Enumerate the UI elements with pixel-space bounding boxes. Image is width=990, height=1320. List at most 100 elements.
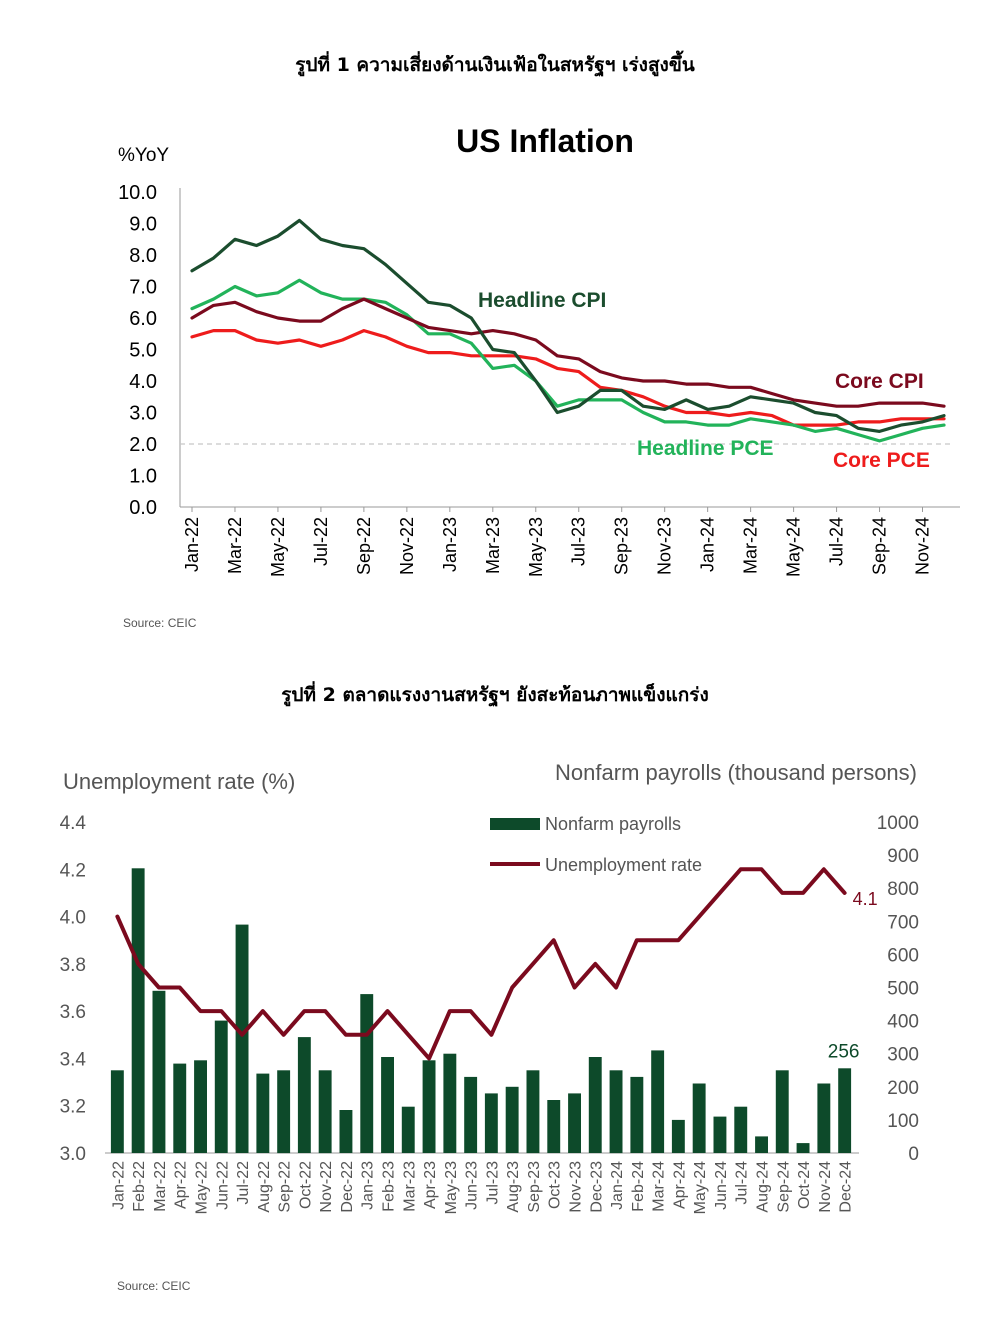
x-tick-label-feb-24: Feb-24 (630, 1161, 647, 1212)
x-tick-label-jun-24: Jun-24 (713, 1161, 730, 1210)
x-tick-label-dec-23: Dec-23 (588, 1161, 605, 1213)
payroll-bar-dec-23 (588, 1057, 602, 1153)
x-tick-label-jan-22: Jan-22 (182, 517, 202, 572)
x-tick-label-jan-24: Jan-24 (609, 1161, 626, 1210)
y-tick-label-3-0: 3.0 (129, 403, 157, 425)
payroll-bar-mar-22 (152, 990, 166, 1153)
legend-swatch-nonfarm-payrolls (490, 818, 540, 830)
payroll-bar-may-22 (194, 1060, 207, 1153)
x-tick-label-dec-24: Dec-24 (838, 1161, 855, 1213)
right-tick-label-200: 200 (887, 1078, 919, 1099)
payroll-bar-nov-23 (568, 1093, 581, 1153)
payroll-bar-jan-22 (110, 1070, 124, 1154)
payroll-bar-feb-24 (630, 1076, 644, 1153)
left-tick-label-3-8: 3.8 (60, 955, 86, 976)
payroll-bar-apr-22 (173, 1063, 187, 1153)
x-tick-label-sep-22: Sep-22 (277, 1161, 294, 1213)
legend-label-unemployment-rate: Unemployment rate (545, 855, 702, 875)
left-tick-label-3-6: 3.6 (60, 1002, 86, 1023)
annotation-payrolls-dec-24: 256 (828, 1041, 860, 1062)
x-tick-label-sep-24: Sep-24 (775, 1161, 792, 1213)
x-tick-label-may-23: May-23 (443, 1161, 460, 1214)
x-tick-label-dec-22: Dec-22 (339, 1161, 356, 1213)
y-tick-label-10-0: 10.0 (118, 182, 157, 204)
x-tick-label-jul-24: Jul-24 (827, 517, 847, 566)
x-tick-label-feb-22: Feb-22 (131, 1161, 148, 1212)
payroll-bar-dec-22 (339, 1110, 353, 1153)
left-tick-label-3-2: 3.2 (60, 1097, 86, 1118)
series-label-headline-pce: Headline PCE (637, 437, 774, 460)
payroll-bar-jul-22 (235, 924, 249, 1153)
payroll-bar-aug-24 (755, 1136, 768, 1153)
x-tick-label-mar-24: Mar-24 (651, 1161, 668, 1212)
x-tick-label-sep-24: Sep-24 (870, 517, 890, 575)
payroll-bar-jun-22 (214, 1020, 228, 1153)
y-tick-label-7-0: 7.0 (129, 277, 157, 299)
x-tick-label-may-22: May-22 (194, 1161, 211, 1214)
y-tick-label-2-0: 2.0 (129, 434, 157, 456)
right-tick-label-100: 100 (887, 1111, 919, 1132)
x-tick-label-jan-24: Jan-24 (698, 517, 718, 572)
payroll-bar-feb-22 (131, 868, 145, 1153)
figure-1-source: Source: CEIC (123, 616, 197, 630)
figure-1-caption: รูปที่ 1 ความเสี่ยงด้านเงินเฟ้อในสหรัฐฯ … (295, 54, 695, 76)
x-tick-label-jul-23: Jul-23 (569, 517, 589, 566)
payroll-bar-nov-22 (318, 1070, 332, 1154)
series-label-core-cpi: Core CPI (835, 370, 924, 393)
x-tick-label-feb-23: Feb-23 (381, 1161, 398, 1212)
x-tick-label-may-22: May-22 (268, 517, 288, 577)
x-tick-label-jan-22: Jan-22 (110, 1161, 127, 1210)
right-tick-label-800: 800 (887, 879, 919, 900)
x-tick-label-mar-23: Mar-23 (483, 517, 503, 574)
series-label-headline-cpi: Headline CPI (478, 289, 606, 312)
payroll-bar-sep-22 (277, 1070, 291, 1154)
right-tick-label-300: 300 (887, 1045, 919, 1066)
right-tick-label-400: 400 (887, 1012, 919, 1033)
x-tick-label-apr-24: Apr-24 (671, 1161, 688, 1209)
y-tick-label-9-0: 9.0 (129, 214, 157, 236)
left-tick-label-3-4: 3.4 (60, 1049, 87, 1070)
x-tick-label-aug-22: Aug-22 (256, 1161, 273, 1213)
payroll-bar-may-23 (443, 1053, 457, 1153)
series-line-headline-cpi (190, 218, 946, 433)
x-tick-label-nov-23: Nov-23 (568, 1161, 585, 1213)
left-tick-label-3-0: 3.0 (60, 1144, 86, 1165)
payroll-bar-apr-23 (422, 1060, 436, 1153)
x-tick-label-jul-22: Jul-22 (235, 1161, 252, 1205)
payroll-bar-jun-24 (713, 1116, 727, 1153)
payroll-bar-oct-24 (796, 1143, 810, 1153)
legend-label-nonfarm-payrolls: Nonfarm payrolls (545, 814, 681, 834)
x-tick-label-may-24: May-24 (784, 517, 804, 577)
series-line-headline-pce (190, 278, 946, 443)
right-tick-label-700: 700 (887, 912, 919, 933)
series-line-core-pce (190, 329, 946, 427)
x-tick-label-jan-23: Jan-23 (360, 1161, 377, 1210)
x-tick-label-jan-23: Jan-23 (440, 517, 460, 572)
series-line-core-cpi (190, 297, 946, 408)
x-tick-label-oct-23: Oct-23 (547, 1161, 564, 1209)
us-inflation-chart: US Inflation %YoY 10.0 9.0 8.0 7.0 6.0 5.0 4.0 3.… (118, 123, 960, 577)
y-tick-label-6-0: 6.0 (129, 308, 157, 330)
x-tick-label-nov-24: Nov-24 (913, 517, 933, 575)
labor-market-chart: Unemployment rate (%) Nonfarm payrolls (t… (60, 760, 919, 1214)
x-tick-label-jul-22: Jul-22 (311, 517, 331, 566)
right-tick-label-900: 900 (887, 846, 919, 867)
annotation-unemployment-dec-24: 4.1 (853, 889, 878, 909)
payroll-bar-jan-23 (360, 994, 374, 1153)
x-tick-label-sep-22: Sep-22 (354, 517, 374, 575)
x-tick-label-nov-22: Nov-22 (397, 517, 417, 575)
payroll-bar-jun-23 (464, 1076, 478, 1153)
payroll-bar-jan-24 (609, 1070, 623, 1154)
left-axis-title: Unemployment rate (%) (63, 769, 295, 794)
right-tick-label-1000: 1000 (877, 813, 919, 834)
payroll-bar-mar-23 (401, 1106, 415, 1153)
payroll-bar-jul-23 (484, 1093, 498, 1153)
x-tick-label-mar-23: Mar-23 (401, 1161, 418, 1212)
x-tick-label-aug-24: Aug-24 (755, 1161, 772, 1213)
x-tick-label-aug-23: Aug-23 (505, 1161, 522, 1213)
right-tick-label-500: 500 (887, 979, 919, 1000)
y-tick-label-0-0: 0.0 (129, 497, 157, 519)
payroll-bar-oct-22 (297, 1037, 311, 1153)
y-tick-label-4-0: 4.0 (129, 371, 157, 393)
y-axis-label: %YoY (118, 145, 169, 166)
